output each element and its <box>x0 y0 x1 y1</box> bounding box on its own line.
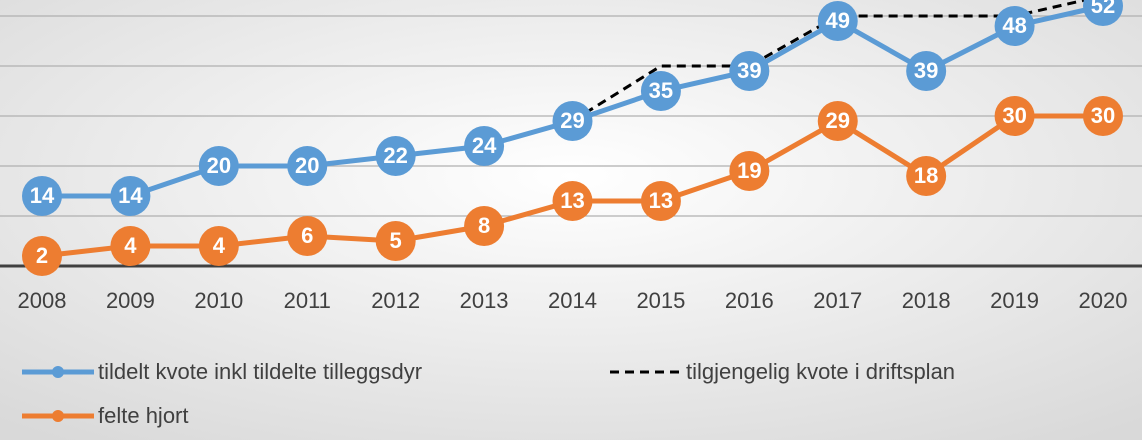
legend-label: felte hjort <box>98 403 189 428</box>
x-tick-label: 2013 <box>460 288 509 313</box>
data-label: 48 <box>1002 13 1026 38</box>
point <box>817 101 858 141</box>
legend-marker <box>52 366 64 378</box>
point <box>464 206 505 246</box>
point <box>817 1 858 41</box>
point <box>640 71 681 111</box>
data-label: 49 <box>826 8 850 33</box>
data-label: 29 <box>826 108 850 133</box>
point <box>464 126 505 166</box>
data-label: 8 <box>478 213 490 238</box>
point <box>994 96 1035 136</box>
point <box>552 101 593 141</box>
point <box>375 136 416 176</box>
point <box>22 236 62 276</box>
data-label: 20 <box>207 153 231 178</box>
legend-label: tildelt kvote inkl tildelte tilleggsdyr <box>98 359 422 384</box>
x-tick-label: 2015 <box>636 288 685 313</box>
data-label: 19 <box>737 158 761 183</box>
x-tick-label: 2016 <box>725 288 774 313</box>
point <box>110 226 151 266</box>
data-label: 39 <box>914 58 938 83</box>
x-tick-label: 2017 <box>813 288 862 313</box>
data-label: 18 <box>914 163 938 188</box>
point <box>22 176 62 216</box>
x-tick-label: 2011 <box>284 288 331 313</box>
data-label: 39 <box>737 58 761 83</box>
data-label: 24 <box>472 133 497 158</box>
x-tick-label: 2009 <box>106 288 155 313</box>
data-label: 20 <box>295 153 319 178</box>
data-label: 6 <box>301 223 313 248</box>
point <box>1083 0 1123 26</box>
data-label: 4 <box>213 233 226 258</box>
point <box>906 51 947 91</box>
point <box>640 181 681 221</box>
legend-marker <box>52 410 64 422</box>
x-tick-label: 2014 <box>548 288 597 313</box>
point <box>729 51 770 91</box>
point <box>1083 96 1123 136</box>
point <box>552 181 593 221</box>
data-label: 35 <box>649 78 673 103</box>
data-label: 2 <box>36 243 48 268</box>
data-label: 29 <box>560 108 584 133</box>
data-label: 5 <box>390 228 402 253</box>
point <box>198 146 239 186</box>
legend-label: tilgjengelig kvote i driftsplan <box>686 359 955 384</box>
x-tick-label: 2010 <box>194 288 243 313</box>
data-label: 30 <box>1091 103 1115 128</box>
x-tick-label: 2008 <box>18 288 67 313</box>
point <box>994 6 1035 46</box>
x-tick-label: 2018 <box>902 288 951 313</box>
data-label: 4 <box>124 233 137 258</box>
point <box>287 216 328 256</box>
data-label: 30 <box>1002 103 1026 128</box>
point <box>110 176 151 216</box>
data-label: 22 <box>383 143 407 168</box>
data-label: 13 <box>649 188 673 213</box>
point <box>375 221 416 261</box>
x-tick-label: 2012 <box>371 288 420 313</box>
point <box>729 151 770 191</box>
x-tick-label: 2020 <box>1079 288 1128 313</box>
data-label: 52 <box>1091 0 1115 18</box>
point <box>198 226 239 266</box>
data-label: 14 <box>118 183 143 208</box>
data-label: 14 <box>30 183 55 208</box>
point <box>906 156 947 196</box>
data-label: 13 <box>560 188 584 213</box>
x-tick-label: 2019 <box>990 288 1039 313</box>
point <box>287 146 328 186</box>
